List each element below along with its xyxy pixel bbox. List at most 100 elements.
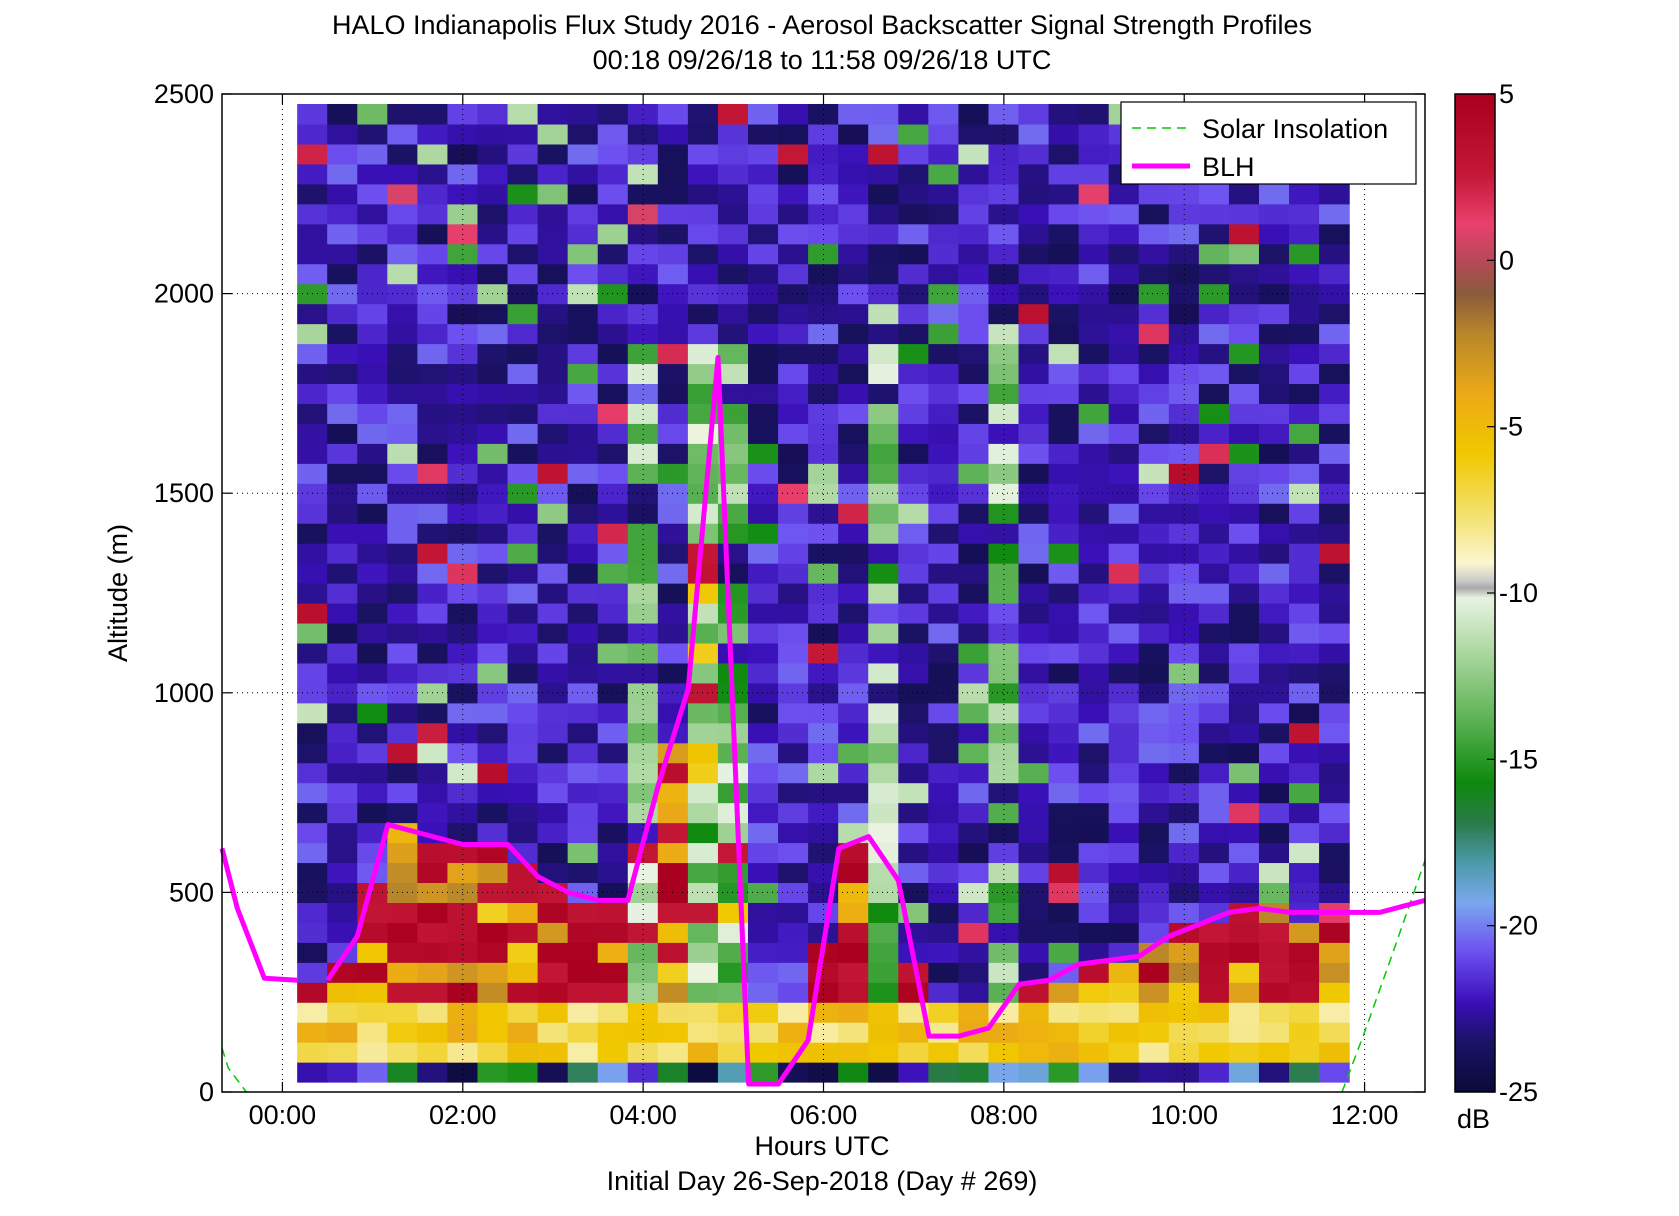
heatmap-cell xyxy=(327,1022,358,1043)
heatmap-cell xyxy=(657,383,689,404)
heatmap-cell xyxy=(567,942,599,963)
heatmap-cell xyxy=(477,563,509,584)
heatmap-cell xyxy=(1258,962,1290,983)
heatmap-cell xyxy=(868,622,899,644)
heatmap-cell xyxy=(838,123,869,145)
heatmap-cell xyxy=(1018,1042,1050,1063)
heatmap-cell xyxy=(1289,303,1320,325)
heatmap-cell xyxy=(1078,123,1110,145)
heatmap-cell xyxy=(838,982,869,1003)
heatmap-cell xyxy=(928,682,960,704)
heatmap-cell xyxy=(687,982,719,1003)
heatmap-cell xyxy=(1048,942,1080,963)
heatmap-cell xyxy=(1018,882,1050,903)
heatmap-cell xyxy=(1138,263,1170,285)
heatmap-cell xyxy=(868,662,899,684)
heatmap-cell xyxy=(1048,583,1080,604)
heatmap-cell xyxy=(357,622,388,644)
heatmap-cell xyxy=(1168,642,1200,664)
heatmap-cell xyxy=(687,1062,719,1083)
heatmap-cell xyxy=(687,962,719,983)
heatmap-cell xyxy=(387,503,418,524)
heatmap-cell xyxy=(1018,143,1050,165)
heatmap-cell xyxy=(748,662,779,684)
heatmap-cell xyxy=(327,702,358,724)
heatmap-cell xyxy=(1078,882,1110,903)
heatmap-cell xyxy=(1138,403,1170,424)
heatmap-cell xyxy=(1319,343,1350,365)
heatmap-cell xyxy=(1258,343,1290,365)
heatmap-cell xyxy=(327,383,358,404)
heatmap-cell xyxy=(838,343,869,365)
heatmap-cell xyxy=(597,183,629,205)
heatmap-cell xyxy=(1168,423,1200,444)
heatmap-cell xyxy=(838,602,869,624)
heatmap-cell xyxy=(327,622,358,644)
heatmap-cell xyxy=(717,1042,749,1063)
heatmap-cell xyxy=(567,123,599,145)
heatmap-cell xyxy=(868,942,899,963)
heatmap-cell xyxy=(1108,1002,1140,1023)
heatmap-cell xyxy=(1319,463,1350,484)
heatmap-cell xyxy=(327,363,358,385)
heatmap-cell xyxy=(988,942,1020,963)
heatmap-cell xyxy=(928,842,960,864)
heatmap-cell xyxy=(717,802,749,824)
heatmap-cell xyxy=(748,862,779,884)
heatmap-cell xyxy=(1289,882,1320,903)
heatmap-cell xyxy=(1289,363,1320,385)
heatmap-cell xyxy=(627,543,659,564)
heatmap-cell xyxy=(387,802,418,824)
heatmap-cell xyxy=(507,982,539,1003)
heatmap-cell xyxy=(1289,383,1320,404)
heatmap-cell xyxy=(297,143,328,165)
heatmap-cell xyxy=(357,982,388,1003)
heatmap-cell xyxy=(657,563,689,584)
heatmap-cell xyxy=(898,463,929,484)
heatmap-cell xyxy=(357,383,388,404)
y-tick-label: 1000 xyxy=(154,678,214,708)
heatmap-cell xyxy=(477,103,509,125)
heatmap-cell xyxy=(838,423,869,444)
heatmap-cell xyxy=(477,183,509,205)
heatmap-cell xyxy=(297,1002,328,1023)
heatmap-cell xyxy=(447,962,479,983)
heatmap-cell xyxy=(928,563,960,584)
heatmap-cell xyxy=(597,1002,629,1023)
heatmap-cell xyxy=(1108,1042,1140,1063)
heatmap-cell xyxy=(327,243,358,265)
heatmap-cell xyxy=(838,583,869,604)
heatmap-cell xyxy=(1198,323,1230,345)
heatmap-cell xyxy=(477,802,509,824)
solar-insolation-line xyxy=(1341,860,1426,1093)
heatmap-cell xyxy=(1138,662,1170,684)
heatmap-cell xyxy=(898,243,929,265)
heatmap-cell xyxy=(717,383,749,404)
heatmap-cell xyxy=(1138,383,1170,404)
heatmap-cell xyxy=(507,742,539,764)
heatmap-cell xyxy=(657,363,689,385)
heatmap-cell xyxy=(1228,962,1260,983)
heatmap-cell xyxy=(657,922,689,943)
heatmap-cell xyxy=(1138,243,1170,265)
heatmap-cell xyxy=(447,383,479,404)
heatmap-cell xyxy=(1319,563,1350,584)
heatmap-cell xyxy=(297,463,328,484)
heatmap-cell xyxy=(838,1062,869,1083)
heatmap-cell xyxy=(958,383,990,404)
heatmap-cell xyxy=(1018,443,1050,464)
heatmap-cell xyxy=(657,1022,689,1043)
heatmap-cell xyxy=(778,163,809,185)
heatmap-cell xyxy=(1108,423,1140,444)
heatmap-cell xyxy=(1078,383,1110,404)
heatmap-cell xyxy=(898,962,929,983)
heatmap-cell xyxy=(657,822,689,844)
heatmap-cell xyxy=(537,123,569,145)
heatmap-cell xyxy=(717,842,749,864)
heatmap-cell xyxy=(327,303,358,325)
heatmap-cell xyxy=(1108,822,1140,844)
heatmap-cell xyxy=(1198,483,1230,504)
solar-insolation-line xyxy=(221,1047,247,1093)
heatmap-cell xyxy=(417,503,449,524)
heatmap-cell xyxy=(1108,962,1140,983)
